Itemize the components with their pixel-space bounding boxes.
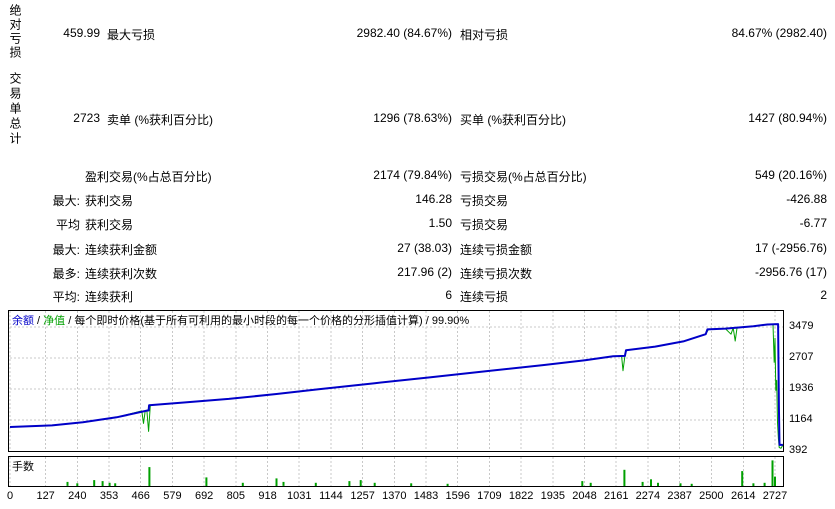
stat-label: 亏损交易: [460, 194, 509, 208]
stat-label: 连续获利: [85, 290, 134, 304]
stat-prefix: 最大:: [52, 194, 80, 208]
stat-label: 连续亏损: [460, 290, 509, 304]
chart-header: 余额 / 净值 / 每个即时价格(基于所有可利用的最小时段的每一个价格的分形插值…: [12, 312, 469, 328]
stat-value: 2723: [73, 111, 100, 125]
stat-label: 连续获利金额: [85, 243, 158, 257]
stat-prefix: 平均:: [52, 290, 80, 304]
x-tick-label: 1370: [382, 490, 407, 502]
stat-row-consecutive-amount: 最大: 连续获利金额 27 (38.03) 连续亏损金额 17 (-2956.7…: [0, 241, 835, 257]
stat-value: -2956.76 (17): [754, 265, 827, 279]
x-tick-label: 1483: [413, 490, 439, 502]
stat-value: 84.67% (2982.40): [731, 26, 827, 40]
stat-prefix: 最多:: [52, 267, 80, 281]
x-tick-label: 2387: [667, 490, 692, 502]
x-tick-label: 2500: [699, 490, 724, 502]
lots-plot: [9, 457, 776, 486]
y-tick-label: 2707: [789, 351, 814, 363]
x-tick-label: 2274: [635, 490, 661, 502]
stat-label: 最大亏损: [107, 28, 156, 42]
x-tick-label: 1144: [319, 490, 343, 502]
stat-label: 相对亏损: [460, 28, 509, 42]
legend-balance: 余额: [12, 315, 34, 327]
stat-prefix: 最大:: [52, 243, 80, 257]
stat-value: 1.50: [428, 216, 452, 230]
x-tick-label: 1935: [540, 490, 566, 502]
x-tick-label: 1257: [350, 490, 375, 502]
stat-label: 卖单 (%获利百分比): [107, 113, 213, 127]
stat-label: 盈利交易(%占总百分比): [85, 170, 212, 184]
x-tick-label: 2727: [762, 490, 788, 502]
stat-value: 6: [445, 288, 452, 302]
stat-row-average-trade: 平均 获利交易 1.50 亏损交易 -6.77: [0, 216, 835, 232]
x-tick-label: 2161: [603, 490, 629, 502]
x-tick-label: 0: [6, 490, 14, 502]
x-tick-label: 918: [258, 490, 277, 502]
stat-value: 217.96 (2): [397, 265, 452, 279]
stat-prefix: 平均: [55, 218, 80, 232]
y-tick-label: 1164: [789, 412, 813, 425]
x-tick-label: 240: [68, 490, 87, 502]
stat-row-profit-trades: 盈利交易(%占总百分比) 2174 (79.84%) 亏损交易(%占总百分比) …: [0, 168, 835, 184]
stat-value: 1427 (80.94%): [748, 111, 827, 125]
stat-label: 获利交易: [85, 194, 134, 208]
x-tick-label: 1031: [286, 490, 312, 502]
legend-equity: 净值: [43, 315, 66, 327]
stat-value: 1296 (78.63%): [373, 111, 452, 125]
balance-chart: 余额 / 净值 / 每个即时价格(基于所有可利用的最小时段的每一个价格的分形插值…: [8, 310, 784, 452]
section-label-total-trades: 交易单总计: [8, 72, 22, 147]
x-tick-label: 2614: [731, 490, 756, 502]
stat-row-orders: 2723 卖单 (%获利百分比) 1296 (78.63%) 买单 (%获利百分…: [0, 111, 835, 127]
stat-row-max-drawdown: 459.99 最大亏损 2982.40 (84.67%) 相对亏损 84.67%…: [0, 26, 835, 42]
stat-row-largest-trade: 最大: 获利交易 146.28 亏损交易 -426.88: [0, 192, 835, 208]
chart-subtitle: 每个即时价格(基于所有可利用的最小时段的每一个价格的分形插值计算): [74, 315, 423, 327]
stat-value: -426.88: [786, 192, 827, 206]
stat-row-consecutive-count: 最多: 连续获利次数 217.96 (2) 连续亏损次数 -2956.76 (1…: [0, 265, 835, 281]
y-tick-label: 392: [789, 444, 808, 456]
x-tick-label: 127: [36, 490, 55, 502]
lots-chart: 手数: [8, 456, 784, 487]
x-tick-label: 353: [99, 490, 119, 502]
x-tick-label: 2048: [572, 490, 597, 502]
stat-value: 17 (-2956.76): [754, 241, 827, 255]
modeling-quality: 99.90%: [431, 315, 470, 327]
stat-label: 连续亏损次数: [460, 267, 533, 281]
legend-separator: /: [65, 315, 75, 327]
x-tick-label: 692: [194, 490, 214, 502]
y-tick-label: 3479: [789, 320, 814, 332]
stat-value: 146.28: [415, 192, 452, 206]
stat-value: 2982.40 (84.67%): [356, 26, 452, 40]
stat-label: 买单 (%获利百分比): [460, 113, 566, 127]
x-tick-label: 1709: [477, 490, 502, 502]
lots-label: 手数: [12, 461, 34, 473]
stat-label: 连续亏损金额: [460, 243, 533, 257]
stat-value: -6.77: [799, 216, 827, 230]
y-tick-label: 1936: [789, 381, 814, 394]
stat-row-consecutive-average: 平均: 连续获利 6 连续亏损 2: [0, 288, 835, 304]
x-tick-label: 1822: [508, 490, 534, 502]
x-tick-label: 579: [163, 490, 182, 502]
stat-value: 2: [820, 288, 827, 302]
stat-value: 459.99: [63, 26, 100, 40]
legend-separator: /: [422, 315, 432, 327]
stat-label: 连续获利次数: [85, 267, 158, 281]
stat-label: 获利交易: [85, 218, 134, 232]
balance-equity-plot: [9, 311, 783, 451]
section-label-absolute-drawdown: 绝对亏损: [8, 4, 22, 60]
stat-label: 亏损交易(%占总百分比): [460, 170, 587, 184]
stat-value: 27 (38.03): [397, 241, 452, 255]
x-tick-label: 805: [226, 490, 245, 502]
x-tick-label: 466: [131, 490, 150, 502]
legend-separator: /: [34, 315, 44, 327]
x-tick-label: 1596: [445, 490, 470, 502]
stat-value: 2174 (79.84%): [373, 168, 452, 182]
stat-value: 549 (20.16%): [754, 168, 827, 182]
stat-label: 亏损交易: [460, 218, 509, 232]
